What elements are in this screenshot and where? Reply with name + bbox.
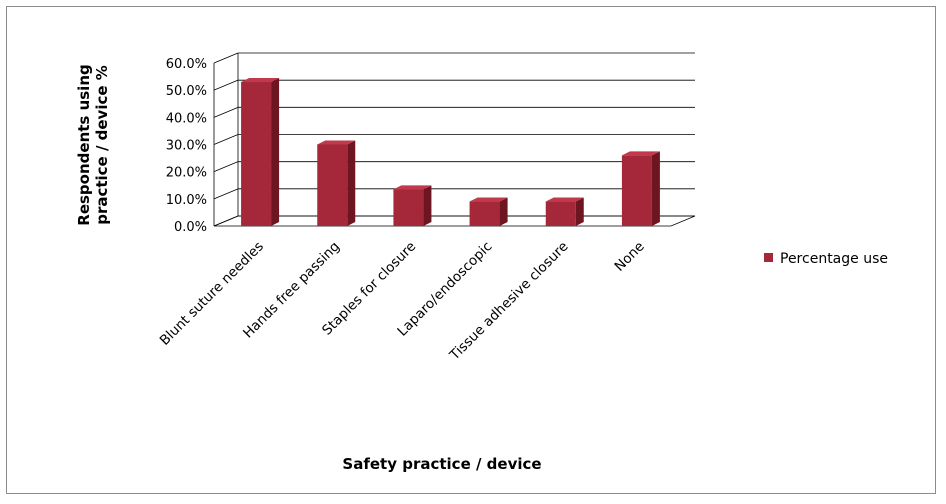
bar-front (545, 201, 576, 226)
bar-top (621, 151, 660, 156)
side-gridline (213, 161, 239, 173)
x-axis-title: Safety practice / device (342, 455, 541, 473)
bar-side (575, 197, 584, 226)
y-tick-label: 50.0% (166, 84, 207, 99)
bar (317, 140, 356, 226)
y-tick-label: 0.0% (174, 220, 207, 235)
gridlines (213, 52, 695, 227)
y-tick-label: 30.0% (166, 139, 207, 154)
y-tick-label: 60.0% (166, 57, 207, 72)
bar-side (651, 151, 660, 226)
bar-side (271, 78, 280, 227)
side-gridline (213, 52, 239, 64)
bar (545, 197, 584, 226)
side-gridline (213, 79, 239, 91)
bar-side (499, 197, 508, 226)
bars (241, 78, 660, 227)
bar-side (423, 185, 432, 226)
bar (393, 185, 432, 226)
y-tick-labels: 0.0% 10.0% 20.0% 30.0% 40.0% 50.0% 60.0% (166, 57, 207, 235)
legend: Percentage use (764, 251, 888, 267)
bar-front (241, 82, 272, 227)
bar (621, 151, 660, 226)
legend-swatch (764, 253, 773, 262)
side-gridline (213, 106, 239, 118)
bar-front (393, 189, 424, 226)
bar-top (317, 140, 356, 145)
bar-front (317, 144, 348, 226)
y-tick-label: 10.0% (166, 193, 207, 208)
bar-front (621, 155, 652, 226)
bar-top (545, 197, 584, 202)
y-axis-title-line1: Respondents using (75, 64, 93, 225)
bar-side (347, 140, 356, 226)
bar-top (469, 197, 508, 202)
bar-top (241, 78, 280, 83)
y-axis-title-line2: practice / device % (93, 65, 111, 225)
chart-frame (6, 6, 936, 494)
bar-top (393, 185, 432, 190)
bar (469, 197, 508, 226)
floor-plane (213, 215, 696, 227)
chart-floor (213, 215, 696, 227)
bar-front (469, 201, 500, 226)
side-gridline (213, 188, 239, 200)
y-tick-label: 40.0% (166, 111, 207, 126)
side-gridline (213, 134, 239, 145)
bar (241, 78, 280, 227)
legend-label: Percentage use (780, 251, 888, 267)
y-tick-label: 20.0% (166, 166, 207, 181)
x-category-label: None (612, 239, 648, 275)
